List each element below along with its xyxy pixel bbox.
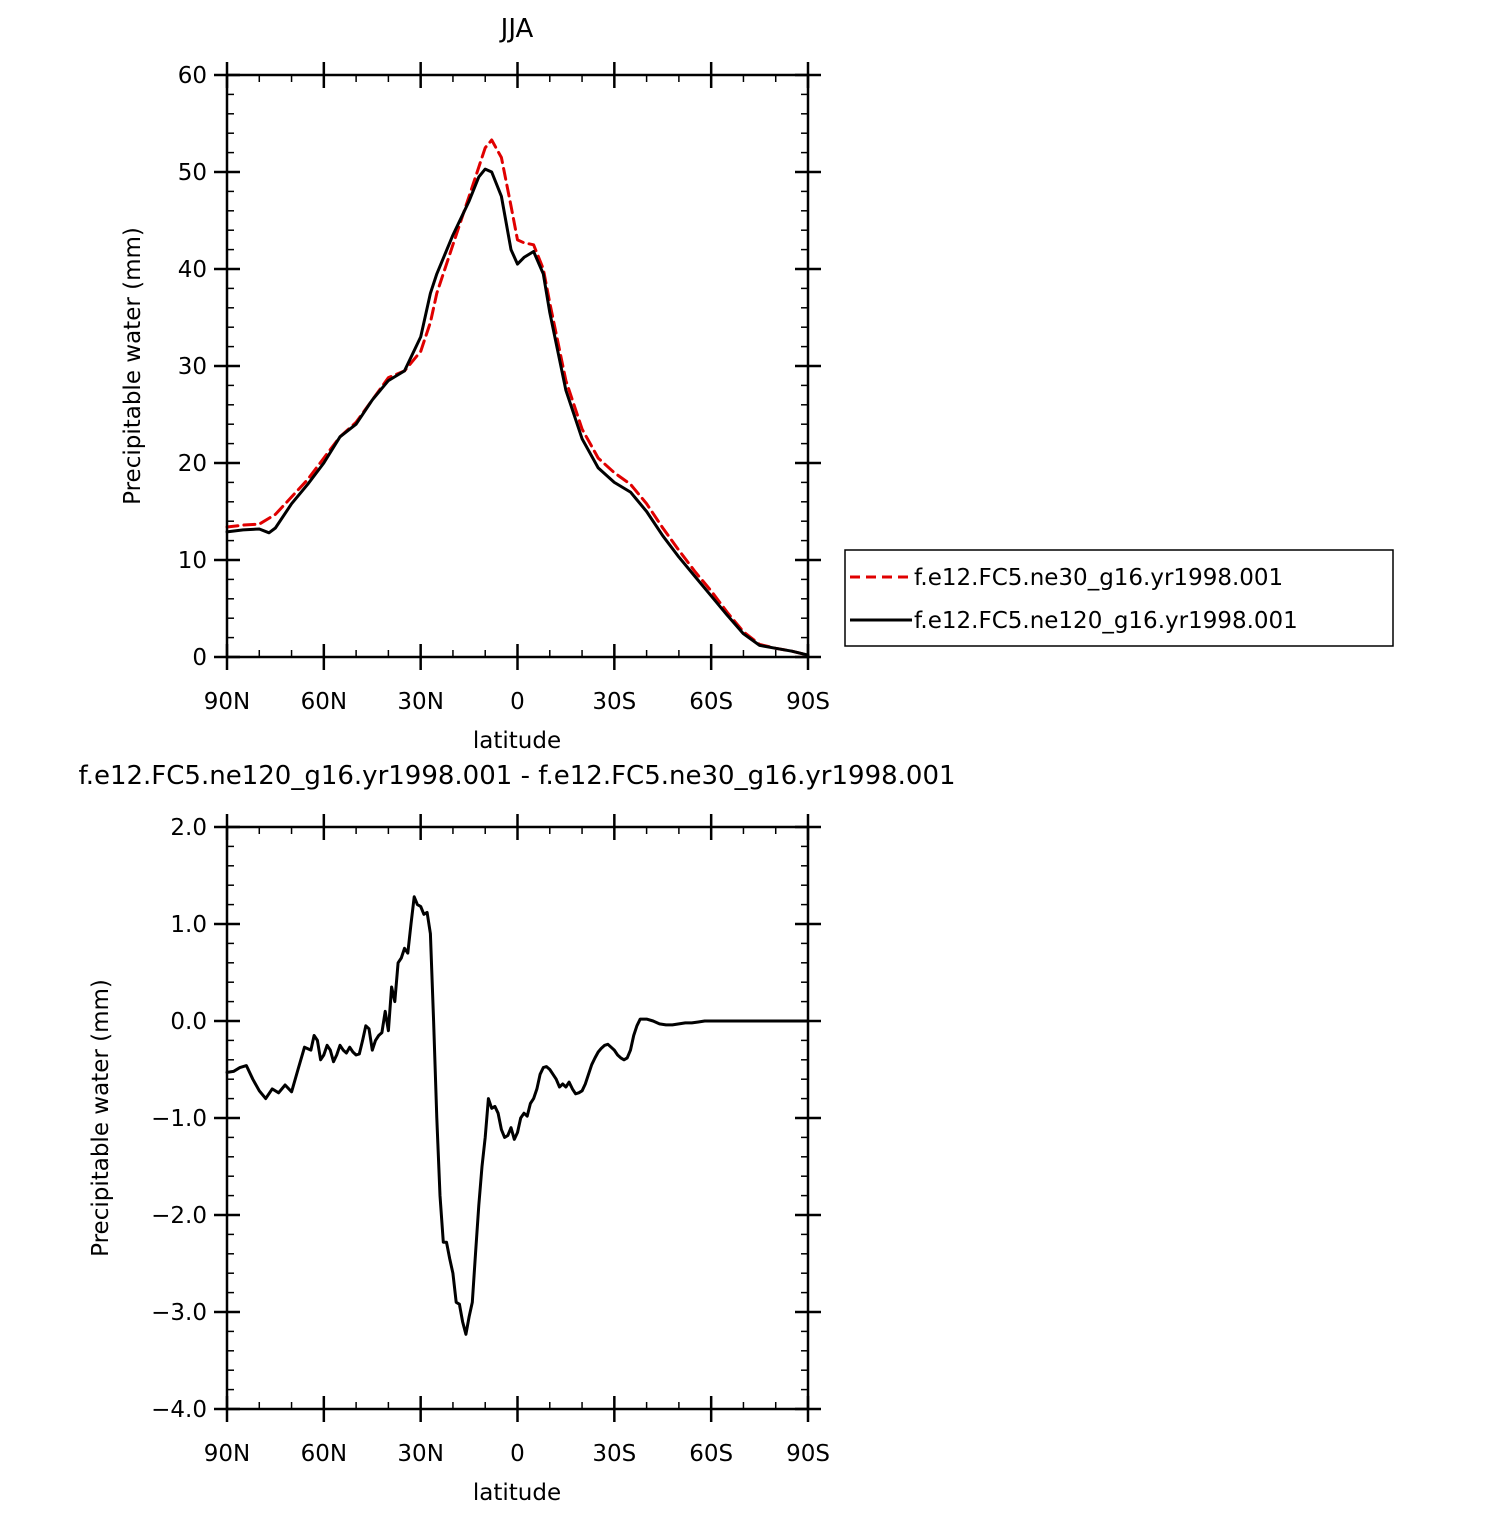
top-x-tick-label: 60S [689,689,733,715]
legend-label-ne30: f.e12.FC5.ne30_g16.yr1998.001 [914,565,1283,591]
bottom-y-tick-label: 1.0 [170,912,207,938]
bottom-chart-title: f.e12.FC5.ne120_g16.yr1998.001 - f.e12.F… [78,761,955,791]
bottom-x-axis-label: latitude [473,1480,561,1506]
bottom-x-tick-label: 60S [689,1441,733,1467]
top-y-axis-label: Precipitable water (mm) [120,227,146,505]
top-x-tick-label: 30S [592,689,636,715]
top-y-tick-label: 30 [178,354,207,380]
top-axes: 90N 60N 30N 0 30S 60S 90S 0 10 20 30 40 50 60 [178,62,830,715]
legend-box [844,549,1394,647]
bottom-y-tick-label: −1.0 [151,1106,207,1132]
bottom-x-tick-label: 30N [397,1441,443,1467]
bottom-x-tick-label: 0 [510,1441,525,1467]
bottom-y-tick-label: −2.0 [151,1203,207,1229]
top-panel: JJA 90N 60N 30N 0 30S 60S 90S 0 10 20 30 40 50 60 lat… [120,14,1394,754]
top-y-tick-label: 20 [178,451,207,477]
bottom-y-tick-label: −4.0 [151,1397,207,1423]
bottom-x-tick-label: 90N [204,1441,250,1467]
top-x-tick-label: 30N [397,689,443,715]
top-x-tick-label: 60N [301,689,347,715]
bottom-x-tick-label: 90S [786,1441,830,1467]
bottom-axes: 90N 60N 30N 0 30S 60S 90S 2.0 1.0 0.0 −1.0 −2.0 −3.0… [151,814,830,1467]
bottom-series-group [225,895,810,1336]
top-y-tick-label: 50 [178,160,207,186]
bottom-y-tick-label: 2.0 [170,815,207,841]
bottom-series-line-0 [225,895,810,1336]
top-series-group [225,138,810,657]
top-series-line-1 [225,167,810,657]
legend-label-ne120: f.e12.FC5.ne120_g16.yr1998.001 [914,608,1298,634]
legend: f.e12.FC5.ne30_g16.yr1998.001 f.e12.FC5.… [844,549,1394,647]
bottom-y-axis-label: Precipitable water (mm) [88,979,114,1257]
bottom-x-tick-label: 60N [301,1441,347,1467]
bottom-plot-frame [225,825,810,1411]
top-y-tick-label: 60 [178,63,207,89]
top-x-tick-label: 90S [786,689,830,715]
top-y-tick-label: 40 [178,257,207,283]
top-y-tick-label: 10 [178,548,207,574]
top-x-tick-label: 0 [510,689,525,715]
bottom-x-tick-label: 30S [592,1441,636,1467]
bottom-y-tick-label: 0.0 [170,1009,207,1035]
top-chart-title: JJA [499,14,534,44]
top-x-axis-label: latitude [473,728,561,754]
bottom-y-tick-label: −3.0 [151,1300,207,1326]
top-series-line-0 [225,138,810,657]
top-y-tick-label: 0 [192,645,207,671]
top-plot-frame [225,73,810,659]
bottom-panel: f.e12.FC5.ne120_g16.yr1998.001 - f.e12.F… [78,761,955,1506]
top-x-tick-label: 90N [204,689,250,715]
